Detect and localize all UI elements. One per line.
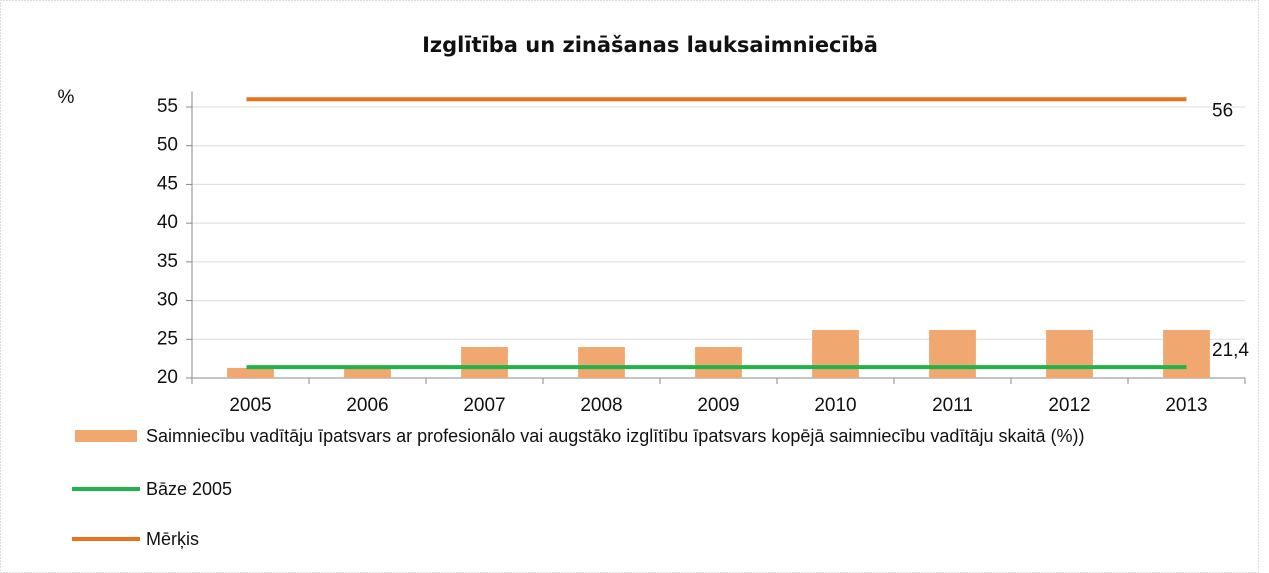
data-label: 21,4 — [1212, 340, 1249, 361]
x-tick-label: 2006 — [346, 395, 388, 416]
y-axis-label: % — [58, 87, 75, 108]
bar — [1163, 329, 1210, 378]
y-tick-label: 50 — [157, 135, 178, 156]
bar — [344, 367, 391, 378]
x-tick-label: 2013 — [1165, 395, 1207, 416]
x-tick-label: 2005 — [229, 395, 271, 416]
y-tick-label: 55 — [157, 96, 178, 117]
legend-swatch — [75, 430, 137, 442]
data-label: 56 — [1212, 100, 1233, 121]
legend-label: Mērķis — [146, 529, 199, 549]
y-tick-label: 40 — [157, 212, 178, 233]
x-tick-label: 2012 — [1048, 395, 1090, 416]
bar — [812, 329, 859, 378]
bar — [461, 347, 508, 378]
y-tick-label: 35 — [157, 251, 178, 272]
y-tick-label: 30 — [157, 290, 178, 311]
bar — [1046, 329, 1093, 378]
bar — [695, 347, 742, 378]
x-tick-label: 2011 — [932, 395, 973, 416]
legend-label: Saimniecību vadītāju īpatsvars ar profes… — [146, 426, 1085, 446]
y-tick-label: 45 — [157, 173, 178, 194]
bar — [578, 347, 625, 378]
x-tick-label: 2010 — [814, 395, 856, 416]
bar — [227, 367, 274, 378]
bar — [929, 329, 976, 378]
y-tick-label: 25 — [157, 328, 178, 349]
x-tick-label: 2007 — [463, 395, 505, 416]
chart-title: Izglītība un zināšanas lauksaimniecībā — [422, 33, 878, 57]
legend-label: Bāze 2005 — [146, 479, 233, 499]
y-tick-label: 20 — [157, 367, 178, 388]
x-tick-label: 2009 — [697, 395, 739, 416]
x-tick-label: 2008 — [580, 395, 622, 416]
